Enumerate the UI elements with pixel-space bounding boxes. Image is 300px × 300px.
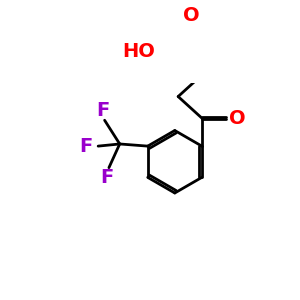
Text: F: F <box>96 101 109 120</box>
Text: F: F <box>80 136 93 156</box>
Text: F: F <box>100 168 113 187</box>
Text: HO: HO <box>122 42 155 61</box>
Text: O: O <box>183 6 200 25</box>
Text: O: O <box>229 109 246 128</box>
